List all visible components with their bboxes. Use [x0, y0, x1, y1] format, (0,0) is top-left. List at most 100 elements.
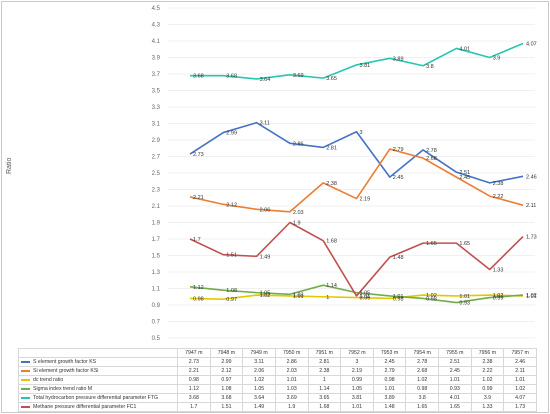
data-label: 1.65 — [426, 241, 437, 247]
y-tick-label: 2.9 — [152, 138, 161, 144]
data-label: 3.11 — [260, 121, 270, 127]
data-label: 1.02 — [526, 293, 537, 299]
table-cell: 1.65 — [438, 402, 472, 412]
legend-series-name: Methane pressure differential parameter … — [18, 402, 178, 412]
table-row: Methane pressure differential parameter … — [18, 402, 537, 412]
legend-swatch — [21, 369, 30, 372]
data-label: 0.98 — [426, 296, 437, 302]
data-label: 2.38 — [326, 181, 337, 187]
table-cell: 2.45 — [372, 357, 407, 367]
table-cell: 1.48 — [372, 402, 407, 412]
data-label: 2.21 — [193, 195, 204, 201]
y-tick-label: 2.1 — [152, 204, 161, 210]
data-label: 2.99 — [226, 131, 237, 137]
data-label: 3.65 — [326, 76, 337, 82]
y-tick-label: 2.3 — [152, 188, 161, 194]
table-cell: 3.68 — [209, 393, 244, 403]
data-label: 1.65 — [459, 241, 470, 247]
table-cell: 0.97 — [209, 375, 244, 385]
legend-swatch — [21, 405, 30, 408]
table-row: S element growth factor KS 2.73 2.99 3.11 2.… — [18, 357, 537, 367]
table-cell: 1.33 — [470, 402, 505, 412]
y-tick-label: 3.5 — [152, 89, 161, 95]
data-label: 3.64 — [260, 77, 271, 83]
table-column-header: 7957 m — [503, 348, 537, 358]
table-cell: 2.22 — [470, 366, 505, 376]
table-cell: 1.01 — [503, 375, 537, 385]
data-label: 2.06 — [260, 207, 271, 213]
y-tick-label: 1.1 — [152, 287, 161, 293]
table-cell: 2.46 — [503, 357, 537, 367]
table-cell: 1.01 — [274, 375, 309, 385]
series-line — [190, 42, 524, 80]
data-label: 0.98 — [193, 296, 204, 302]
y-tick-label: 1.7 — [152, 237, 161, 243]
table-cell: 0.99 — [340, 375, 374, 385]
table-cell: 2.19 — [340, 366, 374, 376]
data-label: 1.05 — [360, 291, 371, 297]
table-column-header: 7951 m — [307, 348, 342, 358]
table-cell: 3.64 — [242, 393, 276, 403]
legend-series-name: dc trend ratio — [18, 375, 178, 385]
data-label: 3.69 — [293, 73, 304, 79]
table-column-header: 7953 m — [372, 348, 407, 358]
table-column-header: 7954 m — [405, 348, 439, 358]
data-label: 2.68 — [426, 156, 437, 162]
data-label: 0.97 — [226, 297, 237, 303]
y-tick-label: 0.5 — [152, 336, 161, 342]
table-cell: 1.02 — [405, 375, 439, 385]
legend-swatch — [21, 378, 30, 381]
data-label: 0.99 — [493, 296, 504, 302]
table-cell: 4.01 — [438, 393, 472, 403]
table-cell: 2.45 — [438, 366, 472, 376]
series-line — [189, 284, 524, 304]
y-tick-label: 4.3 — [152, 23, 161, 29]
table-column-header: 7949 m — [242, 348, 276, 358]
table-cell: 1.01 — [372, 384, 407, 394]
data-label: 1.33 — [493, 268, 504, 274]
table-cell: 2.99 — [209, 357, 244, 367]
data-label: 3 — [360, 130, 363, 136]
data-labels: 2.73 2.99 3.11 2.86 2.81 3 2.45 2.78 2.51 2.38 2.4… — [193, 41, 537, 306]
y-tick-label: 2.5 — [152, 171, 161, 177]
data-label: 1.02 — [426, 293, 437, 299]
data-label: 2.38 — [493, 181, 504, 187]
table-cell: 1.49 — [242, 402, 276, 412]
data-label: 2.79 — [393, 147, 404, 153]
table-column-header: 7950 m — [274, 348, 309, 358]
table-cell: 2.81 — [307, 357, 342, 367]
table-column-header: 7952 m — [340, 348, 374, 358]
data-label: 1.01 — [526, 294, 537, 300]
data-label: 1.05 — [260, 291, 271, 297]
data-label: 1.01 — [293, 294, 304, 300]
data-label: 2.81 — [326, 145, 337, 151]
table-cell: 1.08 — [209, 384, 244, 394]
table-cell: 2.38 — [470, 357, 505, 367]
table-cell: 2.79 — [372, 366, 407, 376]
table-row: dc trend ratio 0.98 0.97 1.02 1.01 1 0.99 0.98 1… — [18, 375, 537, 385]
data-label: 1 — [326, 295, 329, 301]
table-cell: 1.65 — [405, 402, 439, 412]
data-label: 0.98 — [393, 296, 404, 302]
data-label: 2.51 — [459, 170, 470, 176]
table-cell: 4.07 — [503, 393, 537, 403]
data-label: 4.07 — [526, 41, 537, 47]
table-cell: 2.73 — [177, 357, 211, 367]
table-cell: 1.73 — [503, 402, 537, 412]
table-cell: 1.05 — [242, 384, 276, 394]
table-cell: 0.93 — [438, 384, 472, 394]
data-label: 1.51 — [226, 253, 237, 259]
data-label: 1.02 — [493, 293, 504, 299]
y-tick-label: 3.7 — [152, 72, 161, 78]
table-cell: 1.01 — [438, 375, 472, 385]
y-tick-label: 4.1 — [152, 39, 161, 45]
y-tick-label: 2.7 — [152, 155, 161, 161]
legend-series-name: Total hydrocarbon pressure differential … — [18, 393, 178, 403]
data-label: 3.89 — [393, 56, 404, 62]
series-line — [189, 221, 524, 297]
table-row: Sigma index trend ratio M 1.12 1.08 1.05 1.0… — [18, 384, 537, 394]
y-tick-label: 0.9 — [152, 303, 161, 309]
table-column-header: 7948 m — [209, 348, 244, 358]
table-cell: 3.89 — [372, 393, 407, 403]
y-tick-label: 3.9 — [152, 56, 161, 62]
